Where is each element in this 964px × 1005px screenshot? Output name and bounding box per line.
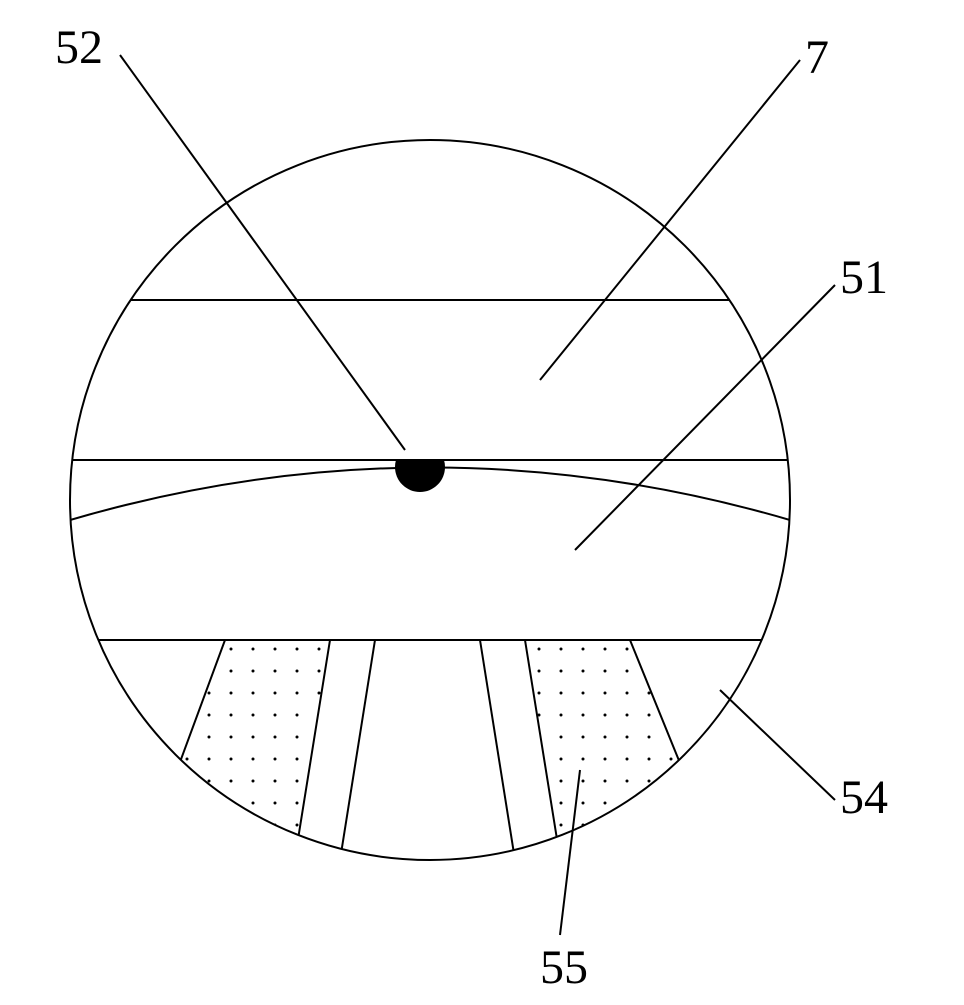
leader-7 [540,60,800,380]
center-dot [395,442,445,492]
right-trapezoid [525,640,695,858]
label-51: 51 [840,250,888,305]
label-54: 54 [840,770,888,825]
label-52: 52 [55,20,103,75]
inner-line-right [480,640,515,860]
diagram-root: 52 7 51 54 55 [0,0,964,1000]
leader-51 [575,285,835,550]
leader-54 [720,690,835,800]
inner-line-left [340,640,375,860]
main-circle [70,140,790,860]
label-55: 55 [540,940,588,995]
leader-52 [120,55,405,450]
technical-drawing-svg [0,0,964,1000]
label-7: 7 [805,30,829,85]
left-trapezoid [166,640,330,858]
